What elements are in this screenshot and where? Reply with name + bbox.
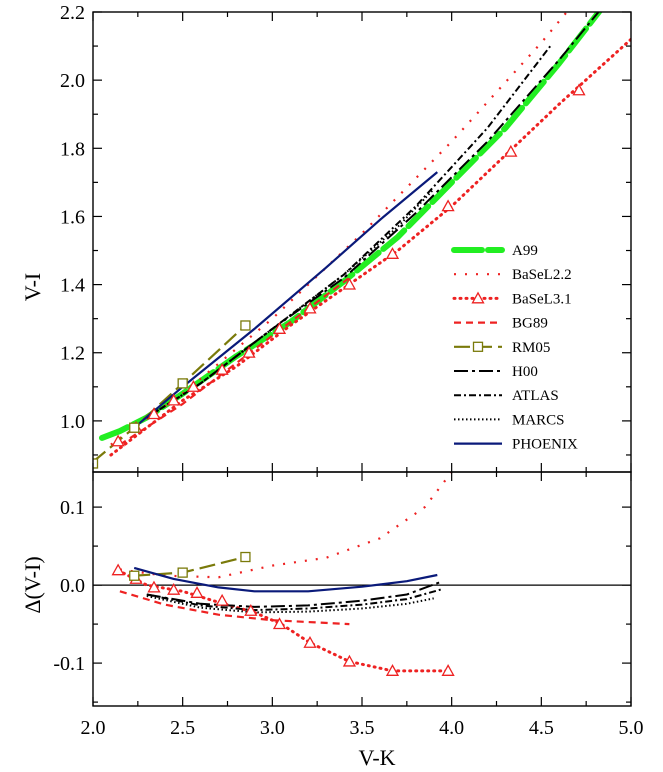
data-point-basel3-1-11 (441, 664, 455, 676)
x-tick-label: 2.5 (170, 717, 195, 739)
y-tick-label: 2.2 (60, 2, 85, 24)
data-point-basel3-1-8 (303, 301, 317, 314)
series-line-atlas (146, 45, 552, 419)
data-point-basel3-1-0 (111, 563, 125, 576)
bottom-plot-frame (92, 471, 632, 707)
y-tick-label: 0.0 (60, 575, 85, 597)
bottom-marker-layer (111, 551, 455, 676)
y-tick-label: -0.1 (53, 653, 85, 675)
series-line-phoenix (133, 566, 438, 593)
data-point-basel3-1-7 (272, 617, 287, 630)
y-tick-label: 2.0 (60, 70, 85, 92)
legend: A99 BaSeL2.2 BaSeL3.1 BG89 RM05 H00 ATLAS MARCS… (451, 243, 578, 453)
y-tick-label: 1.8 (60, 138, 85, 160)
data-point-rm05-0 (93, 458, 99, 469)
x-tick-label: 4.0 (439, 717, 464, 739)
data-point-basel3-1-13 (572, 83, 586, 96)
legend-marker-rm05 (472, 341, 484, 352)
y-tick-label: 1.0 (60, 411, 85, 433)
x-tick-label: 5.0 (619, 717, 644, 739)
data-point-basel3-1-12 (504, 144, 518, 157)
data-point-basel3-1-3 (167, 393, 181, 406)
legend-label-bg89: BG89 (512, 316, 548, 332)
data-point-rm05-1 (129, 422, 140, 433)
data-point-basel3-1-2 (147, 580, 161, 593)
top-series-layer (93, 12, 631, 463)
data-point-basel3-1-2 (147, 407, 161, 420)
top-tick-layer: 1.0 1.2 1.4 1.6 1.8 2.0 2.2 (60, 2, 632, 472)
data-point-basel3-1-5 (215, 593, 229, 606)
y-tick-label: 1.4 (60, 275, 85, 297)
series-line-bg89 (119, 276, 351, 446)
x-axis-label: V-K (358, 745, 395, 770)
y-tick-label: 1.2 (60, 343, 85, 365)
data-point-basel3-1-9 (342, 277, 357, 290)
data-point-basel3-1-4 (190, 586, 204, 598)
legend-label-a99: A99 (512, 243, 538, 259)
data-point-basel3-1-5 (215, 362, 229, 375)
data-point-basel3-1-10 (385, 664, 400, 676)
data-point-basel3-1-6 (244, 604, 258, 616)
series-line-bg89 (119, 590, 350, 626)
legend-label-rm05: RM05 (512, 340, 550, 356)
series-line-basel2-2 (119, 472, 453, 579)
data-point-rm05-2 (240, 551, 251, 563)
data-point-basel3-1-6 (242, 345, 256, 358)
data-point-rm05-0 (129, 570, 140, 581)
x-tick-label: 4.5 (529, 717, 554, 739)
data-point-basel3-1-7 (272, 322, 287, 334)
data-point-basel3-1-9 (342, 654, 357, 667)
series-line-phoenix (133, 171, 439, 429)
series-line-marcs (146, 188, 435, 419)
x-tick-label: 3.0 (260, 717, 285, 739)
data-point-rm05-3 (240, 320, 251, 331)
data-point-basel3-1-8 (303, 635, 317, 648)
series-line-h00 (146, 580, 444, 608)
top-panel: 1.0 1.2 1.4 1.6 1.8 2.0 2.2 A99 BaSeL2.2 BaSeL3.… (20, 2, 632, 472)
top-y-axis-label: V-I (20, 273, 45, 302)
legend-label-atlas: ATLAS (512, 388, 559, 404)
legend-marker-basel3-1 (471, 291, 485, 304)
data-point-basel3-1-3 (167, 582, 181, 595)
legend-label-h00: H00 (512, 364, 538, 380)
y-tick-label: 0.1 (60, 497, 85, 519)
series-line-atlas (146, 588, 443, 612)
x-tick-label: 3.5 (350, 717, 375, 739)
data-point-basel3-1-0 (111, 434, 125, 447)
data-point-basel3-1-11 (441, 199, 455, 212)
bottom-series-layer (93, 472, 631, 673)
panel-frames (92, 11, 632, 707)
bottom-y-axis-label: Δ(V-I) (20, 556, 45, 613)
bottom-panel: -0.1 0.0 0.1 2.0 2.5 3.0 3.5 4.0 4.5 5.0 Δ(V-I) V… (20, 472, 644, 770)
data-point-basel3-1-10 (385, 247, 400, 259)
x-tick-label: 2.0 (81, 717, 106, 739)
data-point-rm05-2 (177, 378, 188, 389)
data-point-basel3-1-4 (186, 379, 201, 392)
data-point-rm05-1 (177, 567, 188, 578)
legend-label-basel3-1: BaSeL3.1 (512, 291, 572, 307)
legend-label-basel2-2: BaSeL2.2 (512, 267, 572, 283)
series-line-basel3-1 (116, 568, 450, 673)
top-marker-layer (93, 83, 586, 469)
legend-label-marcs: MARCS (512, 412, 565, 428)
bottom-tick-layer: -0.1 0.0 0.1 2.0 2.5 3.0 3.5 4.0 4.5 5.0 (53, 472, 644, 739)
y-tick-label: 1.6 (60, 206, 85, 228)
legend-label-phoenix: PHOENIX (512, 437, 578, 453)
